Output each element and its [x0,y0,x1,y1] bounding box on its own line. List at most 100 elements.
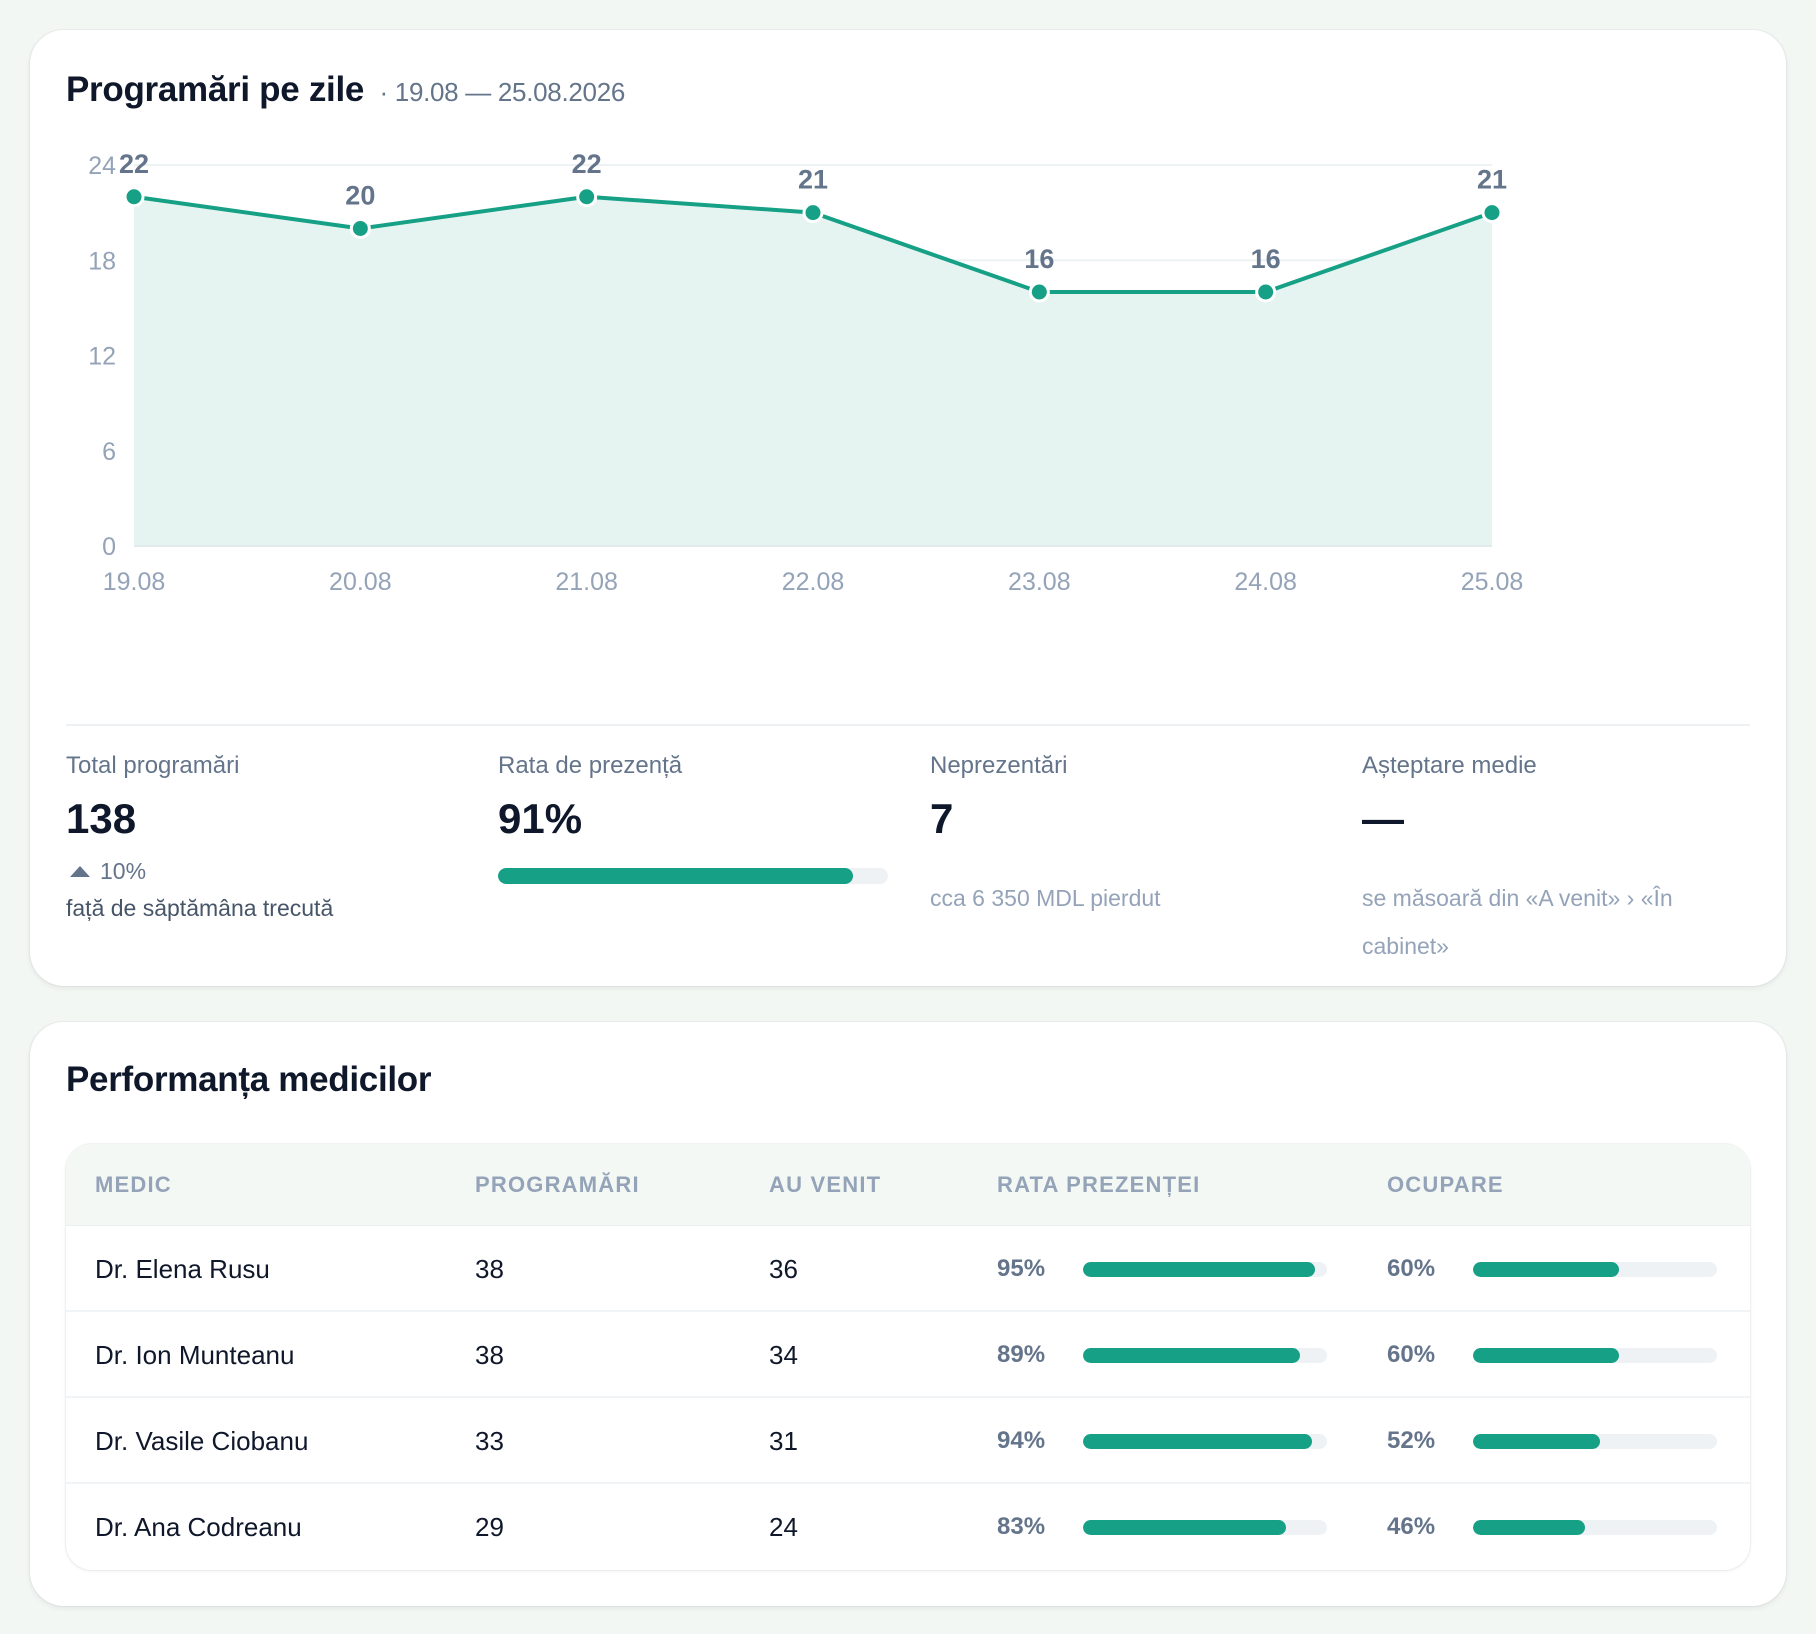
occupancy-bar-fill [1473,1262,1620,1277]
data-point [1028,281,1050,303]
y-tick-label: 24 [88,152,116,180]
stat-total-value: 138 [66,795,137,842]
occupancy-bar [1473,1262,1717,1277]
stats-divider [66,724,1750,726]
y-tick-label: 0 [102,533,116,561]
occupancy-bar-fill [1473,1520,1586,1535]
doctors-table: MEDIC PROGRAMĂRI AU VENIT RATA PREZENȚEI… [66,1144,1750,1570]
data-point [1255,281,1277,303]
stat-noshow-value: 7 [930,795,954,842]
table-body: Dr. Elena Rusu 38 36 95% 60% Dr. Ion Mun… [66,1226,1750,1570]
x-tick-label: 20.08 [329,568,392,596]
presence-bar-fill [1083,1520,1286,1535]
doctor-name: Dr. Elena Rusu [95,1254,270,1284]
x-tick-label: 22.08 [782,568,845,596]
arrived-count: 34 [769,1340,798,1370]
table-row[interactable]: Dr. Vasile Ciobanu 33 31 94% 52% [66,1398,1750,1484]
doctor-name: Dr. Ana Codreanu [95,1512,302,1542]
presence-bar [1083,1434,1327,1449]
stat-total: Total programări 138 10% față de săptămâ… [66,752,466,922]
doctors-title: Performanța medicilor [66,1060,432,1099]
occupancy-bar [1473,1520,1717,1535]
appointments-card: Programări pe zile · 19.08 — 25.08.2026 … [30,30,1786,986]
appointments-count: 38 [475,1254,504,1284]
data-label: 22 [119,149,149,179]
x-tick-label: 23.08 [1008,568,1071,596]
x-tick-label: 25.08 [1461,568,1524,596]
y-tick-label: 12 [88,343,116,371]
table-row[interactable]: Dr. Ion Munteanu 38 34 89% 60% [66,1312,1750,1398]
presence-bar-fill [1083,1434,1313,1449]
presence-rate: 83% [997,1513,1046,1540]
y-tick-label: 18 [88,247,116,275]
x-tick-label: 21.08 [555,568,618,596]
arrived-count: 36 [769,1254,798,1284]
data-label: 20 [345,181,375,211]
presence-bar [1083,1520,1327,1535]
stat-presence-value: 91% [498,795,583,842]
doctors-card: Performanța medicilor MEDIC PROGRAMĂRI A… [30,1022,1786,1606]
occupancy-bar [1473,1434,1717,1449]
stat-wait-sub: se măsoară din «A venit» › «În cabinet» [1362,885,1673,959]
appointments-count: 29 [475,1512,504,1542]
occupancy-bar-fill [1473,1348,1620,1363]
stat-presence: Rata de prezență 91% [498,752,898,884]
stat-wait-value: — [1362,795,1404,842]
date-range: · 19.08 — 25.08.2026 [379,77,626,107]
x-tick-label: 19.08 [103,568,166,596]
trend-value: 10% [100,858,147,884]
col-medic[interactable]: MEDIC [95,1172,172,1197]
series-area [134,196,1492,546]
col-au-venit[interactable]: AU VENIT [769,1172,882,1197]
stat-wait: Așteptare medie — se măsoară din «A veni… [1362,752,1722,970]
occupancy-rate: 52% [1387,1427,1436,1454]
x-tick-label: 24.08 [1234,568,1297,596]
data-point [1481,202,1503,224]
y-tick-label: 6 [102,438,116,466]
presence-bar [1083,1262,1327,1277]
data-point [802,202,824,224]
occupancy-rate: 60% [1387,1255,1436,1282]
appointments-title-text: Programări pe zile [66,70,365,109]
stat-total-label: Total programări [66,752,240,779]
doctor-name: Dr. Vasile Ciobanu [95,1426,309,1456]
table-row[interactable]: Dr. Ana Codreanu 29 24 83% 46% [66,1484,1750,1570]
stat-noshow: Neprezentări 7 cca 6 350 MDL pierdut [930,752,1330,922]
presence-rate: 95% [997,1255,1046,1282]
data-label: 16 [1024,244,1054,274]
data-label: 22 [572,149,602,179]
appointments-count: 38 [475,1340,504,1370]
data-label: 21 [1477,165,1507,195]
doctor-name: Dr. Ion Munteanu [95,1340,295,1370]
data-label: 16 [1251,244,1281,274]
stat-wait-label: Așteptare medie [1362,752,1537,779]
stat-presence-label: Rata de prezență [498,752,683,779]
occupancy-rate: 60% [1387,1341,1436,1368]
data-point [349,218,371,239]
arrived-count: 24 [769,1512,798,1542]
presence-progress-bar [498,868,888,884]
presence-rate: 94% [997,1427,1046,1454]
appointments-title: Programări pe zile · 19.08 — 25.08.2026 [66,70,625,110]
occupancy-bar [1473,1348,1717,1363]
stat-noshow-sub: cca 6 350 MDL pierdut [930,885,1161,911]
presence-bar-fill [1083,1348,1301,1363]
appointments-count: 33 [475,1426,504,1456]
table-header: MEDIC PROGRAMĂRI AU VENIT RATA PREZENȚEI… [66,1144,1750,1226]
data-point [576,186,598,208]
arrived-count: 31 [769,1426,798,1456]
presence-rate: 89% [997,1341,1046,1368]
presence-bar-fill [1083,1262,1315,1277]
appointments-chart: 0 6 12 18 24 22 20 22 21 16 16 21 19.08 20.08 21.08 22… [88,149,1524,596]
trend-note: față de săptămâna trecută [66,895,334,921]
col-programari[interactable]: PROGRAMĂRI [475,1172,640,1197]
col-ocupare[interactable]: OCUPARE [1387,1172,1504,1197]
data-label: 21 [798,165,828,195]
table-row[interactable]: Dr. Elena Rusu 38 36 95% 60% [66,1226,1750,1312]
col-rata-prezentei[interactable]: RATA PREZENȚEI [997,1172,1201,1197]
occupancy-bar-fill [1473,1434,1600,1449]
presence-bar [1083,1348,1327,1363]
presence-progress-fill [498,868,853,884]
data-point [123,186,145,208]
stat-noshow-label: Neprezentări [930,752,1068,779]
